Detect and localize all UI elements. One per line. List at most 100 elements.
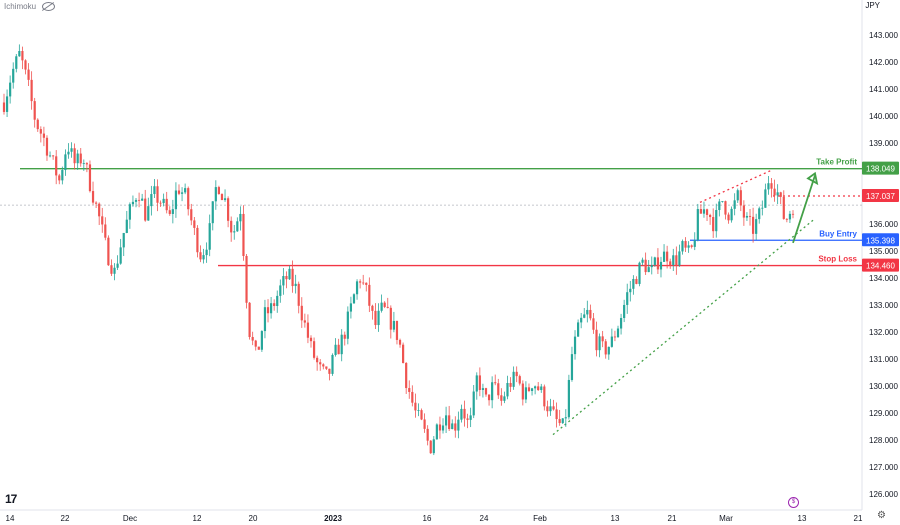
x-tick-label: 21 bbox=[854, 514, 863, 523]
candle-body bbox=[564, 417, 567, 419]
candle-body bbox=[583, 314, 586, 318]
candle-body bbox=[282, 276, 285, 286]
y-tick-label: 127.000 bbox=[869, 463, 898, 472]
candle-body bbox=[626, 292, 629, 305]
indicator-legend[interactable]: Ichimoku bbox=[4, 2, 56, 11]
candle-body bbox=[684, 241, 687, 248]
candle-body bbox=[491, 382, 494, 401]
candle-body bbox=[122, 232, 125, 248]
candle-body bbox=[21, 51, 24, 61]
candle-body bbox=[322, 364, 325, 367]
candle-body bbox=[709, 214, 712, 218]
candle-body bbox=[196, 227, 199, 253]
candle-body bbox=[543, 386, 546, 407]
candle-body bbox=[678, 251, 681, 266]
candle-body bbox=[199, 252, 202, 260]
candle-body bbox=[125, 219, 128, 233]
candle-body bbox=[168, 210, 171, 214]
currency-label: JPY bbox=[865, 1, 880, 10]
candle-body bbox=[303, 320, 306, 323]
y-tick-label: 132.000 bbox=[869, 328, 898, 337]
candle-body bbox=[64, 154, 67, 171]
candle-body bbox=[248, 302, 251, 337]
candle-body bbox=[288, 268, 291, 280]
candle-body bbox=[411, 391, 414, 403]
candle-body bbox=[2, 102, 6, 112]
candle-body bbox=[767, 183, 770, 190]
event-flag-icon[interactable]: $ bbox=[788, 497, 799, 508]
candle-body bbox=[693, 240, 696, 247]
candle-body bbox=[343, 334, 346, 339]
buy-entry-price-label-bg bbox=[862, 233, 899, 247]
candle-body bbox=[141, 198, 144, 201]
stop-loss-price-label-bg bbox=[862, 258, 899, 272]
y-tick-label: 130.000 bbox=[869, 382, 898, 391]
candle-body bbox=[616, 328, 620, 338]
candle-body bbox=[733, 200, 736, 209]
candle-body bbox=[745, 215, 749, 218]
candle-body bbox=[110, 265, 113, 274]
indicator-name: Ichimoku bbox=[4, 2, 37, 11]
candle-body bbox=[245, 255, 248, 303]
candle-body bbox=[638, 262, 641, 284]
candle-body bbox=[365, 282, 368, 285]
candle-body bbox=[546, 406, 549, 412]
candle-body bbox=[739, 190, 742, 206]
candle-body bbox=[9, 82, 12, 97]
candle-body bbox=[742, 205, 745, 218]
candle-body bbox=[312, 341, 316, 358]
candle-body bbox=[448, 415, 451, 430]
hide-indicator-icon[interactable] bbox=[42, 2, 56, 11]
candle-body bbox=[217, 187, 221, 195]
candle-body bbox=[530, 388, 534, 391]
candle-body bbox=[165, 198, 168, 211]
candle-body bbox=[521, 383, 524, 400]
candle-body bbox=[208, 223, 211, 250]
x-tick-label: 24 bbox=[480, 514, 489, 523]
candle-body bbox=[395, 320, 399, 340]
candle-body bbox=[469, 415, 472, 420]
y-tick-label: 126.000 bbox=[869, 490, 898, 499]
candle-body bbox=[653, 257, 656, 266]
candle-body bbox=[309, 337, 313, 342]
candle-body bbox=[113, 267, 116, 274]
candle-body bbox=[629, 288, 632, 293]
candle-body bbox=[101, 216, 104, 225]
candle-body bbox=[751, 216, 755, 234]
candle-body bbox=[162, 198, 165, 204]
candle-body bbox=[607, 346, 610, 355]
candle-body bbox=[15, 56, 18, 69]
candle-body bbox=[36, 119, 39, 130]
candles bbox=[2, 44, 795, 456]
candle-body bbox=[91, 191, 95, 203]
x-tick-label: 2023 bbox=[324, 514, 342, 523]
candle-body bbox=[131, 201, 135, 205]
candle-body bbox=[549, 406, 552, 412]
candle-body bbox=[463, 408, 466, 419]
candle-body bbox=[171, 209, 174, 214]
target-arrow bbox=[792, 175, 816, 244]
candle-body bbox=[61, 170, 64, 181]
candle-body bbox=[779, 192, 782, 197]
candle-body bbox=[623, 304, 626, 318]
candle-body bbox=[647, 267, 650, 273]
x-tick-label: 16 bbox=[423, 514, 432, 523]
candle-body bbox=[325, 366, 328, 369]
candle-body bbox=[297, 283, 300, 306]
candle-body bbox=[705, 209, 709, 215]
y-tick-label: 133.000 bbox=[869, 301, 898, 310]
candle-body bbox=[429, 440, 432, 454]
candle-body bbox=[187, 188, 190, 210]
candle-body bbox=[383, 302, 386, 307]
candle-body bbox=[592, 318, 595, 330]
candle-body bbox=[159, 202, 162, 204]
candle-body bbox=[788, 213, 792, 220]
candle-body bbox=[662, 251, 666, 262]
candle-body bbox=[576, 322, 580, 337]
y-tick-label: 128.000 bbox=[869, 436, 898, 445]
candle-body bbox=[389, 307, 392, 330]
candle-body bbox=[233, 231, 236, 233]
y-tick-label: 129.000 bbox=[869, 409, 898, 418]
settings-gear-icon[interactable]: ⚙ bbox=[877, 510, 886, 521]
